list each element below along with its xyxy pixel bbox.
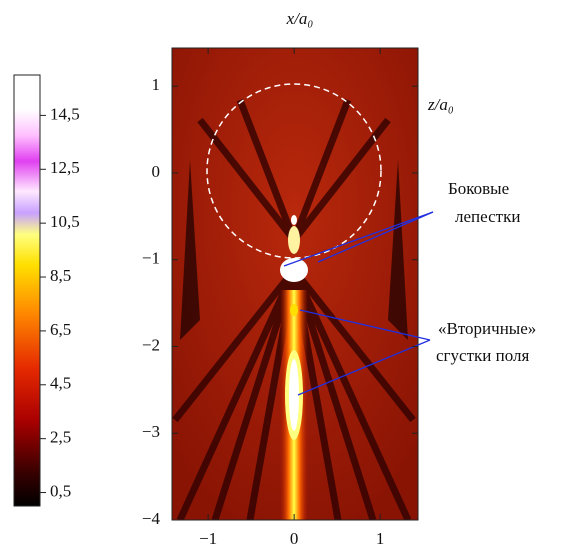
heatmap [172, 48, 418, 520]
annotation: Боковые [448, 179, 509, 198]
colorbar-tick-label: 4,5 [50, 374, 71, 393]
y-tick-label: −2 [142, 335, 160, 354]
annotation: «Вторичные» [438, 319, 536, 338]
colorbar [13, 74, 41, 507]
y-tick-label: −4 [142, 509, 161, 528]
y-tick-label: −3 [142, 422, 160, 441]
colorbar-tick-label: 8,5 [50, 266, 71, 285]
x-tick-label: 1 [376, 529, 385, 548]
annotation: сгустки поля [436, 346, 529, 365]
y-tick-label: 0 [152, 162, 161, 181]
y-axis-label: z/a₀ [427, 95, 454, 114]
arrows [283, 211, 434, 396]
x-axis-label: x/a₀ [286, 9, 314, 28]
x-tick-label: 0 [290, 529, 299, 548]
particle-outline [206, 83, 382, 259]
colorbar-tick-label: 14,5 [50, 104, 80, 123]
x-tick-label: −1 [199, 529, 217, 548]
colorbar-tick-label: 10,5 [50, 212, 80, 231]
y-tick-label: −1 [142, 249, 160, 268]
y-tick-label: 1 [152, 75, 161, 94]
colorbar-tick-label: 12,5 [50, 158, 80, 177]
colorbar-tick-label: 0,5 [50, 481, 71, 500]
annotation: лепестки [455, 207, 520, 226]
colorbar-tick-label: 2,5 [50, 428, 71, 447]
colorbar-tick-label: 6,5 [50, 320, 71, 339]
plot-frame [171, 47, 419, 521]
